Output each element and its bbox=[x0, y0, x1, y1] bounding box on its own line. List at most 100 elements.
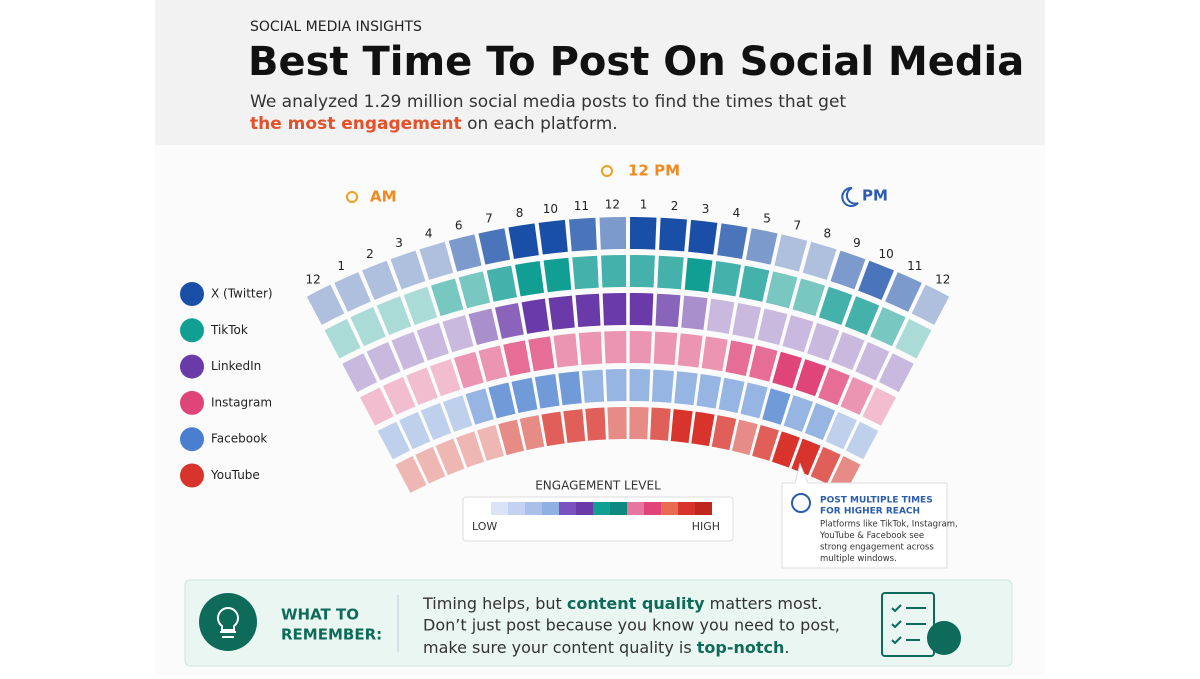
heat-cell bbox=[684, 257, 713, 293]
heat-cell bbox=[498, 419, 524, 456]
legend-swatch bbox=[610, 502, 627, 515]
heat-cell bbox=[442, 395, 473, 432]
heat-cell bbox=[362, 260, 398, 300]
heat-cell bbox=[406, 367, 438, 406]
heat-cell bbox=[607, 407, 627, 440]
heat-cell bbox=[468, 308, 499, 346]
legend-swatch bbox=[661, 502, 678, 515]
hour-label: 12 bbox=[306, 272, 321, 286]
heat-cell bbox=[519, 415, 545, 451]
heat-cell bbox=[448, 234, 482, 272]
hour-label: 11 bbox=[574, 199, 589, 213]
heat-cell bbox=[390, 250, 426, 290]
bulb-icon bbox=[199, 593, 257, 651]
remember-line: Don’t just post because you know you nee… bbox=[423, 616, 840, 635]
text: Timing helps, but bbox=[422, 594, 567, 613]
platform-icon bbox=[180, 463, 204, 488]
heat-cell bbox=[701, 336, 728, 372]
heat-cell bbox=[442, 315, 474, 353]
callout-line: strong engagement across bbox=[820, 543, 934, 553]
heat-cell bbox=[572, 255, 599, 290]
hour-label: 9 bbox=[853, 236, 861, 250]
callout-line: Platforms like TikTok, Instagram, bbox=[820, 520, 958, 530]
heat-cell bbox=[629, 217, 657, 250]
text: matters most. bbox=[705, 594, 823, 613]
legend-swatch bbox=[491, 502, 508, 515]
hour-label: 8 bbox=[516, 206, 524, 220]
hour-label: 7 bbox=[485, 211, 493, 225]
legend-swatch bbox=[576, 502, 593, 515]
heat-cell bbox=[885, 272, 922, 312]
heat-cell bbox=[725, 340, 753, 376]
heat-cell bbox=[430, 278, 464, 317]
kicker: SOCIAL MEDIA INSIGHTS bbox=[250, 19, 422, 35]
platform-name: X (Twitter) bbox=[211, 287, 273, 301]
heat-cell bbox=[399, 411, 431, 450]
legend-swatch bbox=[695, 502, 712, 515]
heat-cell bbox=[605, 369, 627, 402]
heat-cell bbox=[456, 431, 485, 468]
heat-cell bbox=[629, 369, 651, 402]
heat-cell bbox=[718, 377, 745, 414]
heat-cell bbox=[334, 272, 371, 312]
platform-name: Facebook bbox=[211, 432, 267, 446]
heat-cell bbox=[765, 271, 798, 309]
heat-cell bbox=[831, 331, 865, 371]
platform-name: LinkedIn bbox=[211, 359, 261, 373]
heat-cell bbox=[503, 340, 531, 376]
remember-line: make sure your content quality is top-no… bbox=[423, 638, 789, 657]
heat-cell bbox=[582, 369, 605, 403]
heat-cell bbox=[602, 293, 627, 326]
heat-cell bbox=[895, 318, 932, 359]
heat-cell bbox=[711, 261, 741, 297]
heat-cell bbox=[696, 373, 722, 409]
heat-cell bbox=[650, 407, 671, 441]
heat-cell bbox=[670, 409, 693, 443]
heat-cell bbox=[585, 407, 606, 441]
hour-label: 2 bbox=[671, 199, 679, 213]
heat-cell bbox=[840, 376, 874, 415]
heat-cell bbox=[541, 411, 565, 447]
text: make sure your content quality is bbox=[423, 638, 697, 657]
hour-label: 10 bbox=[543, 202, 558, 216]
heat-cell bbox=[752, 424, 779, 461]
legend-low: LOW bbox=[472, 520, 497, 533]
heat-cell bbox=[575, 293, 601, 328]
heat-cell bbox=[657, 255, 684, 290]
heat-cell bbox=[717, 223, 748, 259]
legend-swatch bbox=[508, 502, 525, 515]
subtitle: the most engagement on each platform. bbox=[250, 114, 618, 134]
heat-cell bbox=[757, 308, 788, 346]
highlight: content quality bbox=[567, 594, 705, 613]
hour-label: 12 bbox=[605, 198, 620, 212]
clock-icon bbox=[791, 493, 811, 513]
heat-cell bbox=[629, 331, 652, 364]
heat-cell bbox=[429, 359, 461, 397]
heat-cell bbox=[691, 411, 715, 447]
heat-cell bbox=[508, 223, 539, 259]
hour-label: 1 bbox=[640, 198, 648, 212]
callout-box bbox=[781, 462, 948, 569]
heat-cell bbox=[862, 387, 896, 426]
heat-cell bbox=[807, 322, 840, 361]
heat-cell bbox=[324, 318, 361, 359]
heat-cell bbox=[391, 331, 425, 371]
heat-cell bbox=[478, 228, 511, 265]
heat-cell bbox=[783, 395, 814, 432]
heat-cell bbox=[677, 333, 703, 368]
subtitle: We analyzed 1.29 million social media po… bbox=[250, 92, 846, 112]
legend-swatch bbox=[678, 502, 695, 515]
heat-cell bbox=[732, 302, 762, 339]
legend-swatch bbox=[593, 502, 610, 515]
heat-cell bbox=[739, 265, 770, 302]
heat-cell bbox=[453, 351, 484, 389]
legend-high: HIGH bbox=[692, 520, 720, 533]
heat-cell bbox=[458, 271, 491, 309]
heat-cell bbox=[601, 255, 627, 288]
hour-label: 5 bbox=[763, 211, 771, 225]
heat-cell bbox=[548, 295, 575, 330]
heat-cell bbox=[830, 250, 866, 290]
platform-list: X (Twitter) TikTok LinkedIn Instagram Facebo… bbox=[180, 282, 273, 488]
heat-cell bbox=[494, 302, 524, 339]
